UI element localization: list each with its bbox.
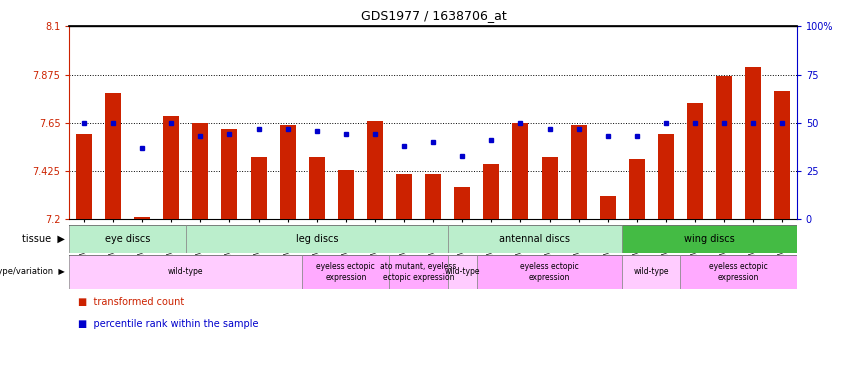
Bar <box>193 123 208 219</box>
Text: eye discs: eye discs <box>105 234 150 244</box>
Bar <box>396 174 412 219</box>
Bar <box>309 157 325 219</box>
Bar <box>163 116 180 219</box>
Bar <box>687 104 703 219</box>
Text: wing discs: wing discs <box>684 234 735 244</box>
Bar <box>425 174 441 219</box>
Bar <box>135 217 150 219</box>
Text: antennal discs: antennal discs <box>499 234 570 244</box>
Bar <box>186 225 448 253</box>
Bar <box>221 129 238 219</box>
Text: leg discs: leg discs <box>295 234 338 244</box>
Bar <box>774 91 790 219</box>
Text: eyeless ectopic
expression: eyeless ectopic expression <box>317 262 375 282</box>
Bar <box>448 255 477 289</box>
Bar <box>681 255 797 289</box>
Bar <box>390 255 448 289</box>
Text: wild-type: wild-type <box>168 267 204 276</box>
Bar <box>746 67 761 219</box>
Bar <box>483 164 499 219</box>
Text: ■  transformed count: ■ transformed count <box>78 297 184 307</box>
Text: tissue  ▶: tissue ▶ <box>23 234 65 244</box>
Bar <box>454 187 470 219</box>
Text: eyeless ectopic
expression: eyeless ectopic expression <box>520 262 579 282</box>
Bar <box>302 255 390 289</box>
Bar <box>628 159 645 219</box>
Bar <box>716 76 732 219</box>
Bar <box>542 157 557 219</box>
Text: ato mutant, eyeless
ectopic expression: ato mutant, eyeless ectopic expression <box>380 262 457 282</box>
Bar <box>600 196 615 219</box>
Text: wild-type: wild-type <box>634 267 669 276</box>
Text: GDS1977 / 1638706_at: GDS1977 / 1638706_at <box>361 9 507 22</box>
Bar <box>658 134 674 219</box>
Bar <box>279 125 296 219</box>
Bar <box>367 121 383 219</box>
Bar <box>251 157 266 219</box>
Bar <box>105 93 121 219</box>
Bar <box>622 225 797 253</box>
Bar <box>69 225 186 253</box>
Bar <box>512 123 529 219</box>
Text: genotype/variation  ▶: genotype/variation ▶ <box>0 267 65 276</box>
Bar <box>622 255 681 289</box>
Bar <box>477 255 622 289</box>
Bar <box>570 125 587 219</box>
Bar <box>69 255 302 289</box>
Text: eyeless ectopic
expression: eyeless ectopic expression <box>709 262 768 282</box>
Text: wild-type: wild-type <box>444 267 480 276</box>
Bar <box>448 225 622 253</box>
Bar <box>76 134 92 219</box>
Text: ■  percentile rank within the sample: ■ percentile rank within the sample <box>78 320 259 329</box>
Bar <box>338 170 354 219</box>
